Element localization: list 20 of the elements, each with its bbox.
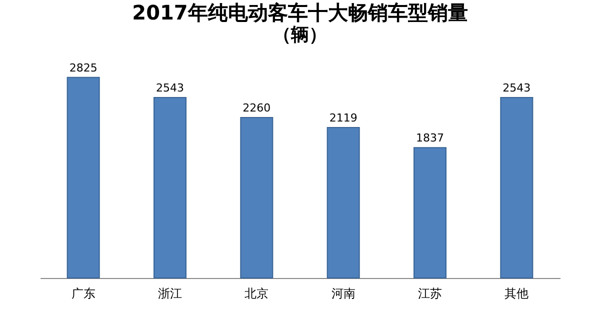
chart-subtitle: （辆） — [273, 24, 327, 46]
x-tick-label: 江苏 — [418, 286, 442, 300]
bar — [66, 76, 100, 278]
data-label: 2543 — [502, 81, 531, 94]
x-tick-label: 其他 — [504, 286, 529, 300]
data-label: 2119 — [329, 112, 358, 125]
bar — [154, 96, 186, 278]
bar — [500, 96, 534, 278]
bar — [326, 127, 360, 278]
data-label: 1837 — [416, 132, 444, 145]
bar — [240, 117, 274, 278]
data-label: 2543 — [156, 81, 184, 94]
data-label: 2825 — [69, 61, 98, 74]
data-label: 2260 — [242, 102, 271, 115]
chart-title: 2017年纯电动客车十大畅销车型销量 — [132, 0, 468, 24]
x-tick-label: 河南 — [331, 286, 356, 300]
x-tick-label: 北京 — [244, 286, 269, 300]
x-tick-label: 广东 — [71, 286, 96, 300]
bar — [414, 147, 446, 278]
x-tick-label: 浙江 — [158, 286, 182, 300]
